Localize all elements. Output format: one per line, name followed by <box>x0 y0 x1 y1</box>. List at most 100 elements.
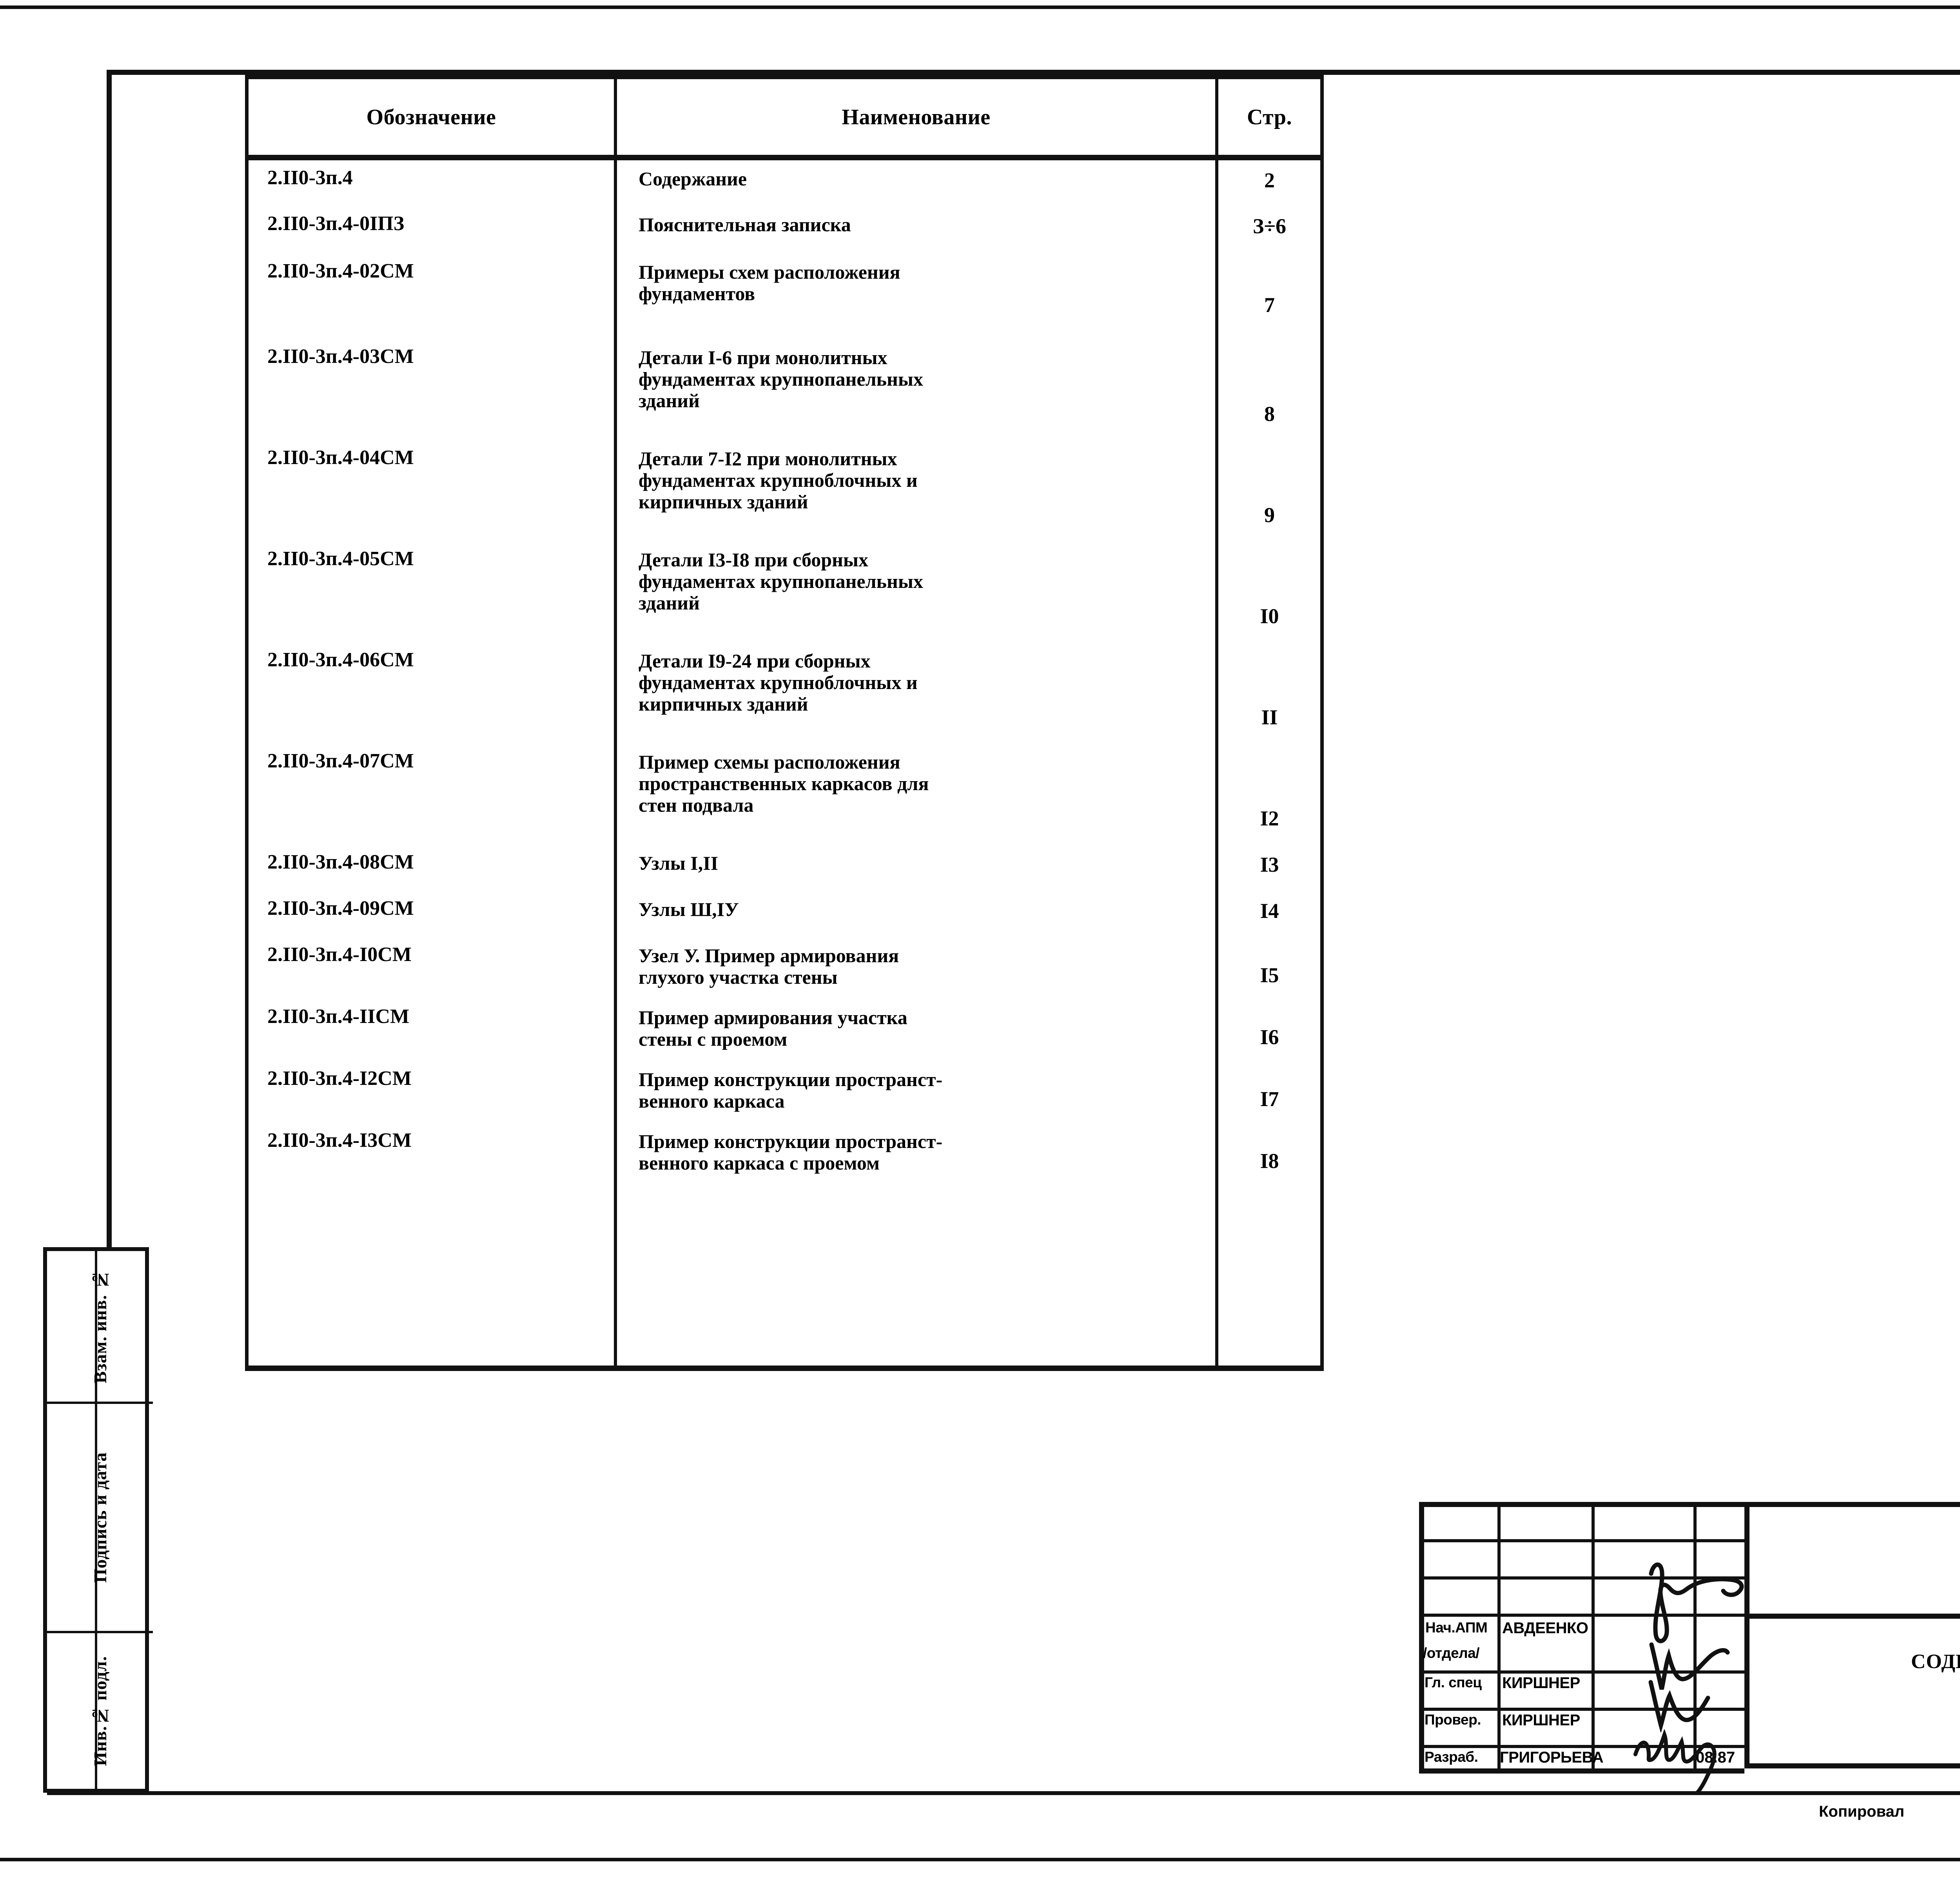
row-code: 2.II0-3п.4-08СМ <box>267 851 414 873</box>
row-page: 2 <box>1264 169 1275 192</box>
row-code: 2.II0-3п.4-I2СМ <box>267 1067 412 1090</box>
row-name: Пример конструкции пространст- венного к… <box>639 1068 943 1112</box>
row-name: Детали I9-24 при сборных фундаментах кру… <box>639 650 918 715</box>
copied-label: Копировал <box>1819 1803 1905 1820</box>
table-row: 2.II0-3п.4-03СМ Детали I-6 при монолитных… <box>249 339 1320 440</box>
table-row: 2.II0-3п.4-05СМ Детали I3-I8 при сборных … <box>249 541 1320 642</box>
stamp-title-top-rule <box>1744 1614 1960 1619</box>
table-column-rule-1 <box>614 74 617 1366</box>
row-page: З÷6 <box>1252 214 1287 238</box>
row-code: 2.II0-3п.4-06СМ <box>267 649 414 671</box>
row-name: Детали I-6 при монолитных фундаментах кр… <box>639 346 923 412</box>
row-page: 8 <box>1264 402 1275 426</box>
margin-cell-inv: Инв.№ подл. <box>47 1633 153 1789</box>
row-name: Пример конструкции пространст- венного к… <box>639 1130 943 1174</box>
stamp-role-name-3: ГРИГОРЬЕВА <box>1500 1749 1604 1766</box>
stamp-role-name-1: КИРШНЕР <box>1502 1674 1580 1692</box>
row-page: 7 <box>1264 293 1275 317</box>
stamp-doc-title: СОДЕРЖАНИЕ <box>1911 1650 1960 1673</box>
stamp-role-name-2: КИРШНЕР <box>1502 1712 1580 1729</box>
stamp-vrule-0 <box>1419 1502 1424 1768</box>
row-code: 2.II0-3п.4-0IПЗ <box>267 212 405 235</box>
drawing-frame-bottom <box>47 1791 1960 1795</box>
row-name: Пояснительная записка <box>639 214 851 236</box>
row-name: Пример схемы расположения пространственн… <box>639 751 929 816</box>
row-page: I3 <box>1260 853 1279 876</box>
table-row: 2.II0-3п.4-I3СМ Пример конструкции простр… <box>249 1123 1320 1187</box>
stamp-vrule-4 <box>1744 1502 1749 1768</box>
row-code: 2.II0-3п.4-I3СМ <box>267 1129 412 1152</box>
stamp-role-label-3: Разраб. <box>1425 1749 1478 1765</box>
stamp-vrule-3 <box>1693 1502 1697 1768</box>
stamp-role-label-2: Провер. <box>1425 1712 1481 1728</box>
table-column-rule-2 <box>1215 74 1218 1366</box>
row-page: I5 <box>1260 963 1279 987</box>
row-code: 2.II0-3п.4-IIСМ <box>267 1005 410 1028</box>
row-code: 2.II0-3п.4 <box>267 167 353 189</box>
stamp-right-top-rule <box>1744 1502 1960 1507</box>
table-row: 2.II0-3п.4-09СМ Узлы Ш,IУ I4 <box>249 891 1320 937</box>
stamp-role-label-0b: /отдела/ <box>1423 1645 1480 1661</box>
row-code: 2.II0-3п.4-05СМ <box>267 548 414 570</box>
row-page: 9 <box>1264 503 1275 527</box>
table-header-cell-name: Наименование <box>617 79 1215 155</box>
stamp-vrule-1 <box>1497 1502 1501 1768</box>
table-row: 2.II0-3п.4-I2СМ Пример конструкции простр… <box>249 1061 1320 1123</box>
stamp-right-bottom-rule <box>1744 1763 1960 1768</box>
row-name: Пример армирования участка стены с проем… <box>639 1007 907 1050</box>
table-row: 2.II0-3п.4-02СМ Примеры схем расположения… <box>249 254 1320 339</box>
margin-strip-divider <box>95 1251 97 1789</box>
row-page: II <box>1261 705 1278 729</box>
stamp-role-date-3: 08.87 <box>1696 1749 1735 1766</box>
stamp-hrule-4 <box>1419 1670 1744 1674</box>
row-name: Узлы Ш,IУ <box>639 898 739 920</box>
row-name: Содержание <box>639 168 747 190</box>
margin-cell-podpis: Подпись и дата <box>47 1404 153 1633</box>
header-label-page: Стр. <box>1247 105 1292 129</box>
row-name: Узлы I,II <box>639 852 719 874</box>
page-top-rule <box>0 5 1960 9</box>
header-label-code: Обозначение <box>366 105 496 129</box>
row-code: 2.II0-3п.4-09СМ <box>267 897 414 919</box>
stamp-role-label-1: Гл. спец <box>1425 1674 1482 1690</box>
table-top-rule <box>249 74 1320 79</box>
row-page: I7 <box>1260 1087 1279 1111</box>
stamp-hrule-5 <box>1419 1708 1744 1711</box>
table-header-cell-code: Обозначение <box>249 79 614 155</box>
stamp-hrule-6 <box>1419 1745 1744 1748</box>
row-page: I2 <box>1260 807 1279 830</box>
stamp-role-name-0: АВДЕЕНКО <box>1502 1619 1588 1637</box>
table-header-rule <box>249 155 1320 160</box>
table-row: 2.II0-3п.4-08СМ Узлы I,II I3 <box>249 845 1320 891</box>
table-header-row: Обозначение Наименование Стр. <box>249 79 1320 155</box>
stamp-hrule-1 <box>1419 1539 1744 1542</box>
margin-strip: Взам. инв. № Подпись и дата Инв.№ подл. <box>43 1247 153 1793</box>
table-row: 2.II0-3п.4-IIСМ Пример армирования участк… <box>249 999 1320 1061</box>
row-code: 2.II0-3п.4-03СМ <box>267 345 414 368</box>
margin-cell-vzam: Взам. инв. № <box>47 1251 153 1404</box>
row-name: Детали 7-I2 при монолитных фундаментах к… <box>639 448 918 513</box>
stamp-hrule-3 <box>1419 1614 1744 1617</box>
stamp-hrule-7 <box>1419 1768 1744 1774</box>
title-block: Нач.АПМ/отдела/АВДЕЕНКО Гл. спец КИРШНЕР Пр… <box>1419 1502 1960 1774</box>
stamp-doc-code: 2.II0-3п.4 <box>1948 1525 1960 1552</box>
row-name: Узел У. Пример армирования глухого участ… <box>639 945 899 988</box>
row-code: 2.II0-3п.4-04СМ <box>267 446 414 469</box>
header-label-name: Наименование <box>842 105 991 129</box>
table-row: 2.II0-3п.4-04СМ Детали 7-I2 при монолитны… <box>249 440 1320 541</box>
row-page: I0 <box>1260 604 1279 628</box>
margin-label-podpis: Подпись и дата <box>90 1452 110 1583</box>
row-name: Примеры схем расположения фундаментов <box>639 261 900 305</box>
table-header-cell-page: Стр. <box>1218 79 1321 155</box>
table-row: 2.II0-3п.4-0IПЗ Пояснительная записка З÷6 <box>249 206 1320 254</box>
row-page: I4 <box>1260 899 1279 923</box>
page-bottom-rule <box>0 1858 1960 1861</box>
table-row: 2.II0-3п.4 Содержание 2 <box>249 160 1320 206</box>
table-row: 2.II0-3п.4-I0СМ Узел У. Пример армировани… <box>249 937 1320 999</box>
stamp-vrule-2 <box>1592 1502 1595 1768</box>
margin-label-vzam: Взам. инв. № <box>90 1269 110 1384</box>
row-code: 2.II0-3п.4-I0СМ <box>267 943 412 966</box>
stamp-role-label-0: Нач.АПМ <box>1425 1619 1488 1636</box>
table-row: 2.II0-3п.4-06СМ Детали I9-24 при сборных … <box>249 642 1320 744</box>
row-name: Детали I3-I8 при сборных фундаментах кру… <box>639 549 923 614</box>
